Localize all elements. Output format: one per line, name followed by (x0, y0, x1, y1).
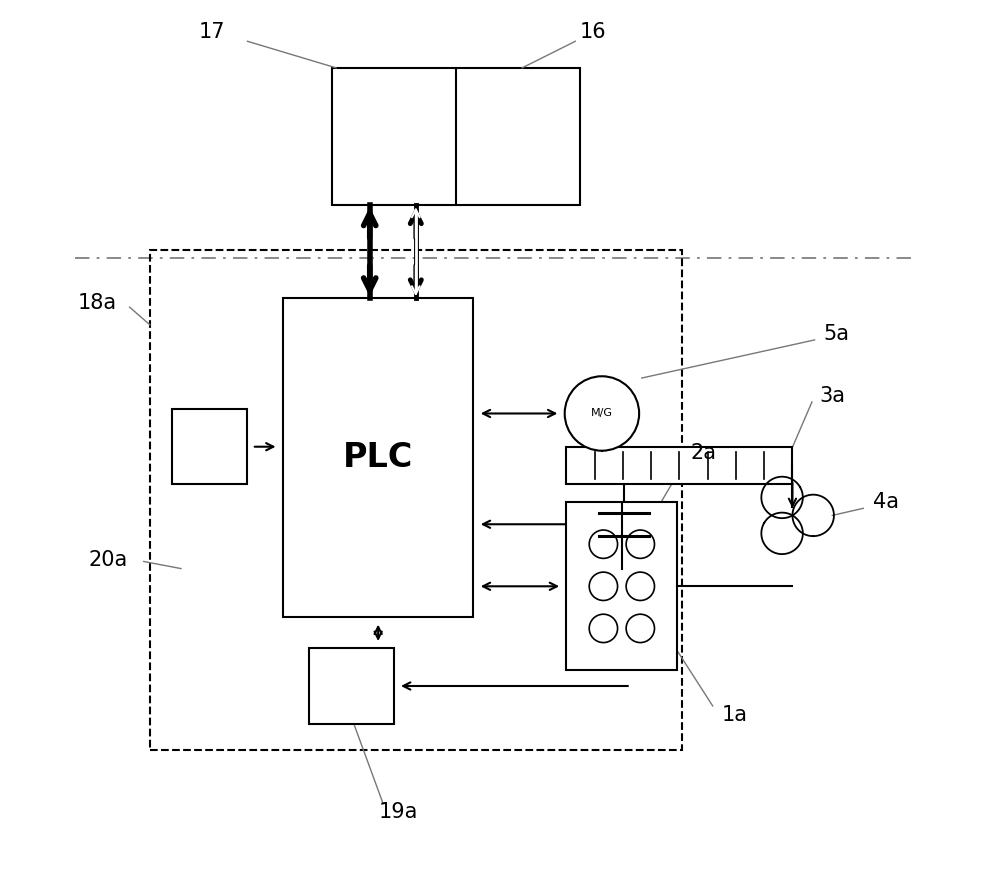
Text: 20a: 20a (89, 549, 128, 570)
Text: 17: 17 (199, 22, 225, 43)
Bar (332, 68, 580, 205)
Bar (283, 299, 473, 617)
Text: PLC: PLC (343, 441, 413, 475)
Text: 19a: 19a (378, 802, 418, 822)
Text: 18a: 18a (77, 292, 116, 313)
Bar (309, 648, 394, 724)
Bar (566, 502, 677, 670)
Text: 3a: 3a (819, 386, 845, 405)
Bar (150, 250, 682, 750)
Text: 1a: 1a (722, 705, 748, 725)
Text: 5a: 5a (824, 324, 850, 344)
Bar (172, 409, 247, 485)
Text: 4a: 4a (873, 493, 899, 512)
Bar (566, 447, 792, 485)
Text: 16: 16 (580, 22, 606, 43)
Circle shape (565, 376, 639, 451)
Text: M/G: M/G (591, 408, 613, 419)
Text: 2a: 2a (691, 444, 717, 463)
